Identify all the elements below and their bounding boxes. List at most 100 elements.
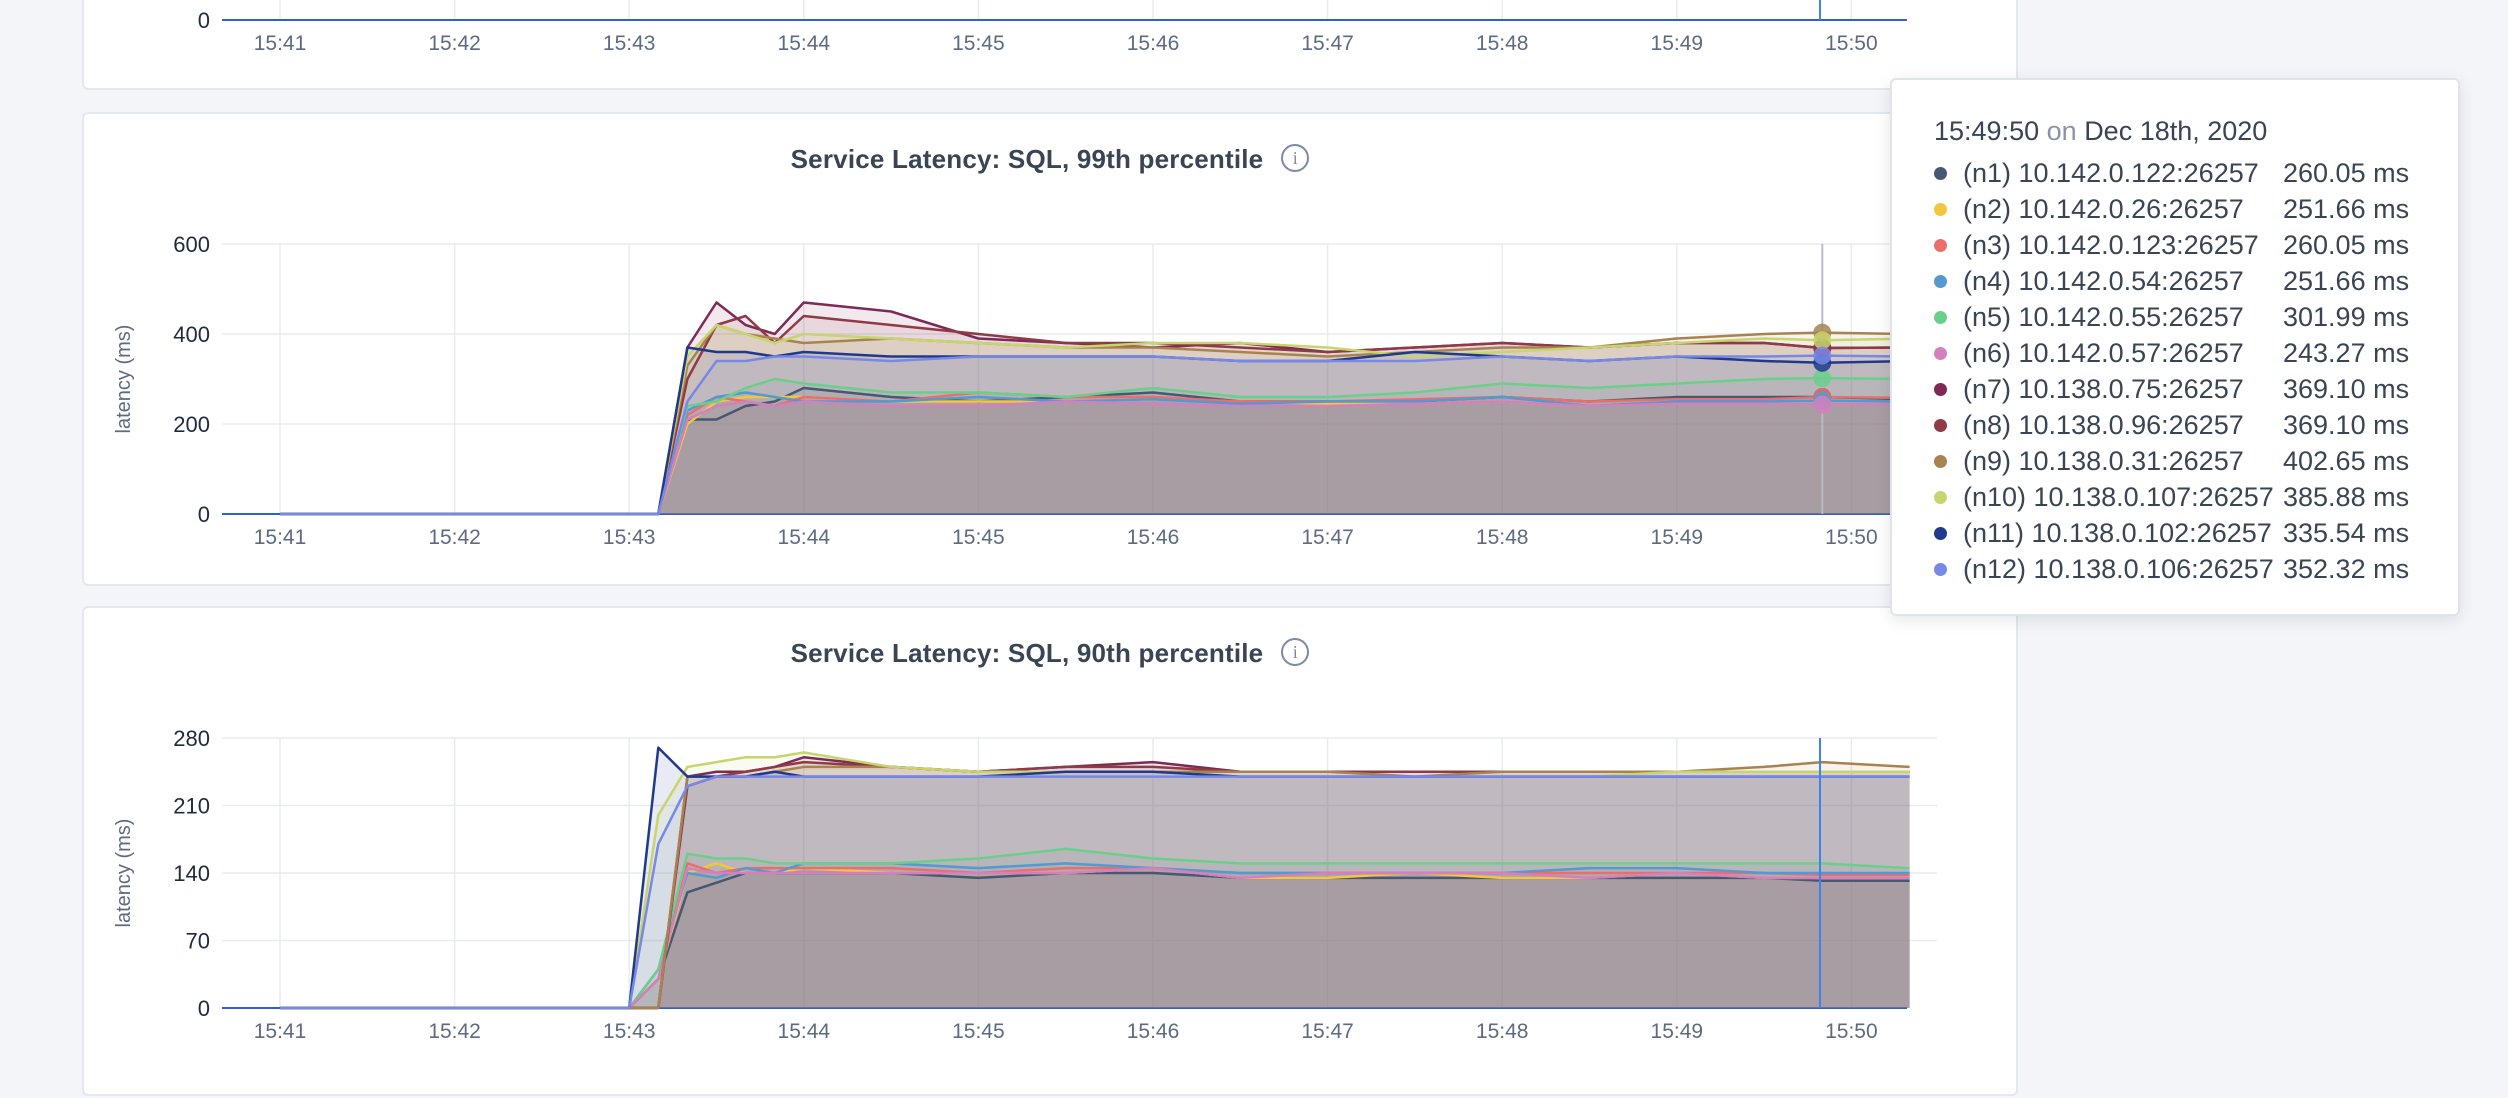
y-tick-label: 280 bbox=[173, 726, 210, 751]
tooltip-series-value: 251.66 ms bbox=[2283, 193, 2410, 224]
series-color-dot bbox=[1934, 310, 1947, 324]
series-color-dot bbox=[1934, 238, 1947, 252]
x-tick-label: 15:42 bbox=[428, 32, 481, 55]
series-area bbox=[280, 355, 1910, 514]
tooltip-series-name: (n11) 10.138.0.102:26257 bbox=[1963, 517, 2272, 548]
tooltip-rows: (n1) 10.142.0.122:26257 260.05 ms (n2) 10.… bbox=[1934, 155, 2458, 587]
series-area bbox=[280, 747, 1910, 1008]
tooltip-date: Dec 18th, 2020 bbox=[2084, 116, 2268, 146]
y-tick-label: 600 bbox=[173, 232, 210, 257]
tooltip-row: (n4) 10.142.0.54:26257 251.66 ms bbox=[1934, 263, 2458, 299]
chart-p90-svg[interactable]: 0 70 140 210 280 15:41 15:42 15:43 15:44 15:45 15:… bbox=[84, 608, 2020, 1098]
series-line bbox=[280, 847, 1910, 1010]
series-line bbox=[280, 775, 1910, 1010]
tooltip-series-value: 260.05 ms bbox=[2283, 229, 2410, 260]
chart-panel-p90: Service Latency: SQL, 90th percentile i 0… bbox=[82, 606, 2018, 1096]
series-area bbox=[280, 347, 1910, 514]
tooltip-on: on bbox=[2046, 116, 2077, 146]
series-area bbox=[280, 868, 1910, 1008]
chart-top-svg: 15:41 15:42 15:43 15:44 15:45 15:46 15:47 15:48… bbox=[198, 0, 1907, 55]
tooltip-series-value: 402.65 ms bbox=[2283, 445, 2410, 476]
x-tick-label: 15:42 bbox=[428, 526, 481, 549]
series-area bbox=[280, 757, 1910, 1008]
tooltip-row: (n9) 10.138.0.31:26257 402.65 ms bbox=[1934, 443, 2458, 479]
x-tick-label: 15:42 bbox=[428, 1020, 481, 1043]
tooltip-row: (n7) 10.138.0.75:26257 369.10 ms bbox=[1934, 371, 2458, 407]
x-tick-label: 15:41 bbox=[254, 32, 307, 55]
tooltip-series-name: (n5) 10.142.0.55:26257 bbox=[1963, 301, 2244, 332]
x-tick-label: 15:46 bbox=[1127, 32, 1180, 55]
tooltip-row: (n10) 10.138.0.107:26257 385.88 ms bbox=[1934, 479, 2458, 515]
x-tick-label: 15:50 bbox=[1825, 526, 1878, 549]
tooltip-series-name: (n8) 10.138.0.96:26257 bbox=[1963, 409, 2244, 440]
series-line bbox=[280, 866, 1910, 1010]
series-area bbox=[280, 863, 1910, 1008]
chart-title: Service Latency: SQL, 90th percentile bbox=[790, 638, 1264, 668]
tooltip-series-name: (n1) 10.142.0.122:26257 bbox=[1963, 157, 2259, 188]
series-color-dot bbox=[1934, 454, 1947, 468]
chart-p99-svg[interactable]: 0 200 400 600 15:41 15:42 15:43 15:44 15:45 15:46… bbox=[84, 114, 2020, 588]
series-color-dot bbox=[1934, 202, 1947, 216]
tooltip-series-value: 385.88 ms bbox=[2283, 481, 2410, 512]
series-area bbox=[280, 848, 1910, 1008]
y-tick-label: 70 bbox=[186, 929, 210, 954]
info-icon[interactable]: i bbox=[1281, 144, 1310, 173]
series-area bbox=[280, 401, 1910, 514]
tooltip-row: (n3) 10.142.0.123:26257 260.05 ms bbox=[1934, 227, 2458, 263]
chart-title: Service Latency: SQL, 99th percentile bbox=[790, 144, 1264, 174]
tooltip-series-name: (n2) 10.142.0.26:26257 bbox=[1963, 193, 2244, 224]
x-tick-label: 15:41 bbox=[254, 526, 307, 549]
y-tick-label: 0 bbox=[198, 502, 210, 527]
x-tick-label: 15:47 bbox=[1301, 526, 1354, 549]
series-color-dot bbox=[1934, 526, 1947, 540]
y-tick-label: 140 bbox=[173, 861, 210, 886]
y-axis-title: latency (ms) bbox=[113, 325, 135, 434]
x-tick-label: 15:41 bbox=[254, 1020, 307, 1043]
series-area bbox=[280, 316, 1910, 514]
panel-title-p99: Service Latency: SQL, 99th percentile i bbox=[84, 144, 2016, 175]
series-area bbox=[280, 752, 1910, 1008]
panel-title-p90: Service Latency: SQL, 90th percentile i bbox=[84, 638, 2016, 669]
series-area bbox=[280, 776, 1910, 1008]
x-tick-label: 15:50 bbox=[1825, 32, 1878, 55]
hover-point bbox=[1813, 346, 1832, 365]
x-tick-label: 15:44 bbox=[778, 526, 831, 549]
tooltip-series-value: 352.32 ms bbox=[2283, 553, 2410, 584]
tooltip-series-name: (n7) 10.138.0.75:26257 bbox=[1963, 373, 2244, 404]
tooltip-row: (n1) 10.142.0.122:26257 260.05 ms bbox=[1934, 155, 2458, 191]
x-tick-label: 15:49 bbox=[1651, 32, 1704, 55]
series-color-dot bbox=[1934, 346, 1947, 360]
chart-panel-top: 15:41 15:42 15:43 15:44 15:45 15:46 15:47 15:48… bbox=[82, 0, 2018, 90]
tooltip-series-name: (n6) 10.142.0.57:26257 bbox=[1963, 337, 2244, 368]
x-tick-label: 15:46 bbox=[1127, 1020, 1180, 1043]
chart-panel-p99: Service Latency: SQL, 99th percentile i 0… bbox=[82, 112, 2018, 586]
tooltip-time: 15:49:50 bbox=[1934, 116, 2040, 146]
tooltip-row: (n11) 10.138.0.102:26257 335.54 ms bbox=[1934, 515, 2458, 551]
tooltip-row: (n5) 10.142.0.55:26257 301.99 ms bbox=[1934, 299, 2458, 335]
y-tick-label: 0 bbox=[198, 996, 210, 1021]
tooltip-series-value: 260.05 ms bbox=[2283, 157, 2410, 188]
x-tick-label: 15:45 bbox=[952, 526, 1005, 549]
tooltip-row: (n8) 10.138.0.96:26257 369.10 ms bbox=[1934, 407, 2458, 443]
y-tick-label: 210 bbox=[173, 794, 210, 819]
series-area bbox=[280, 863, 1910, 1008]
y-tick-label: 400 bbox=[173, 322, 210, 347]
tooltip-row: (n12) 10.138.0.106:26257 352.32 ms bbox=[1934, 551, 2458, 587]
tooltip-series-name: (n3) 10.142.0.123:26257 bbox=[1963, 229, 2259, 260]
series-color-dot bbox=[1934, 490, 1947, 504]
tooltip-series-name: (n4) 10.142.0.54:26257 bbox=[1963, 265, 2244, 296]
x-tick-label: 15:48 bbox=[1476, 1020, 1529, 1043]
tooltip-series-value: 243.27 ms bbox=[2283, 337, 2410, 368]
info-icon[interactable]: i bbox=[1281, 638, 1310, 667]
y-axis-title: latency (ms) bbox=[113, 819, 135, 928]
x-tick-label: 15:50 bbox=[1825, 1020, 1878, 1043]
series-area bbox=[280, 762, 1910, 1008]
series-color-dot bbox=[1934, 166, 1947, 180]
hover-tooltip: 15:49:50 on Dec 18th, 2020 (n1) 10.142.0… bbox=[1890, 78, 2460, 616]
x-tick-label: 15:47 bbox=[1301, 32, 1354, 55]
x-tick-label: 15:45 bbox=[952, 32, 1005, 55]
y-tick-label: 200 bbox=[173, 412, 210, 437]
tooltip-series-value: 251.66 ms bbox=[2283, 265, 2410, 296]
series-color-dot bbox=[1934, 562, 1947, 576]
tooltip-series-name: (n9) 10.138.0.31:26257 bbox=[1963, 445, 2244, 476]
